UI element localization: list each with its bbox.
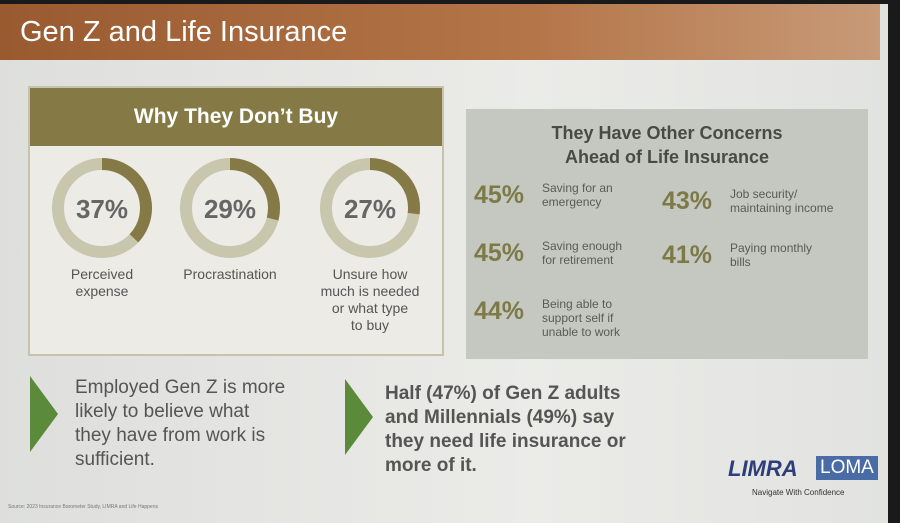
donut-arc [52, 158, 152, 258]
concern-text: Job security/ maintaining income [730, 187, 834, 215]
concern-percent: 43% [662, 187, 713, 215]
concern-percent: 45% [474, 239, 525, 267]
concern-text: Saving enough for retirement [542, 239, 623, 267]
concern-percent: 41% [662, 241, 713, 269]
logo-limra: LIMRA [728, 456, 798, 481]
concerns-title: They Have Other Concerns Ahead of Life I… [551, 123, 783, 167]
donut-area: 37% 29% 27% [52, 158, 420, 258]
callout: Half (47%) of Gen Z adults and Millennia… [385, 383, 626, 476]
donut-caption: Perceived expense [70, 266, 134, 299]
why-panel: Why They Don’t Buy 37% 29% 27% Perceived e… [28, 86, 444, 356]
source: Source: 2023 Insurance Barometer Study, … [8, 504, 158, 510]
arrow [345, 379, 373, 455]
donut-caption: Unsure how much is needed or what type t… [320, 266, 420, 333]
donut-label: 27% [344, 194, 396, 224]
arrow [30, 376, 58, 452]
concern-text: Saving for an emergency [542, 181, 613, 209]
concern-text: Being able to support self if unable to … [542, 297, 621, 339]
concern-text: Paying monthly bills [730, 241, 813, 269]
donut-arc [180, 158, 280, 258]
donut-label: 29% [204, 194, 256, 224]
callout: Employed Gen Z is more likely to believe… [75, 377, 286, 470]
why-panel-title: Why They Don’t Buy [30, 88, 442, 146]
tagline: Navigate With Confidence [752, 488, 845, 497]
donut-label: 37% [76, 194, 128, 224]
title-bar [0, 4, 880, 60]
donut-arc [320, 158, 420, 258]
donut-caption: Procrastination [183, 266, 277, 282]
concerns-panel: They Have Other Concerns Ahead of Life I… [466, 109, 868, 359]
logo-loma: LOMA [816, 456, 878, 480]
concern-percent: 45% [474, 181, 525, 209]
concern-percent: 44% [474, 297, 525, 325]
slide: Gen Z and Life Insurance Why They Don’t … [0, 4, 888, 523]
slide-title: Gen Z and Life Insurance [20, 16, 348, 48]
